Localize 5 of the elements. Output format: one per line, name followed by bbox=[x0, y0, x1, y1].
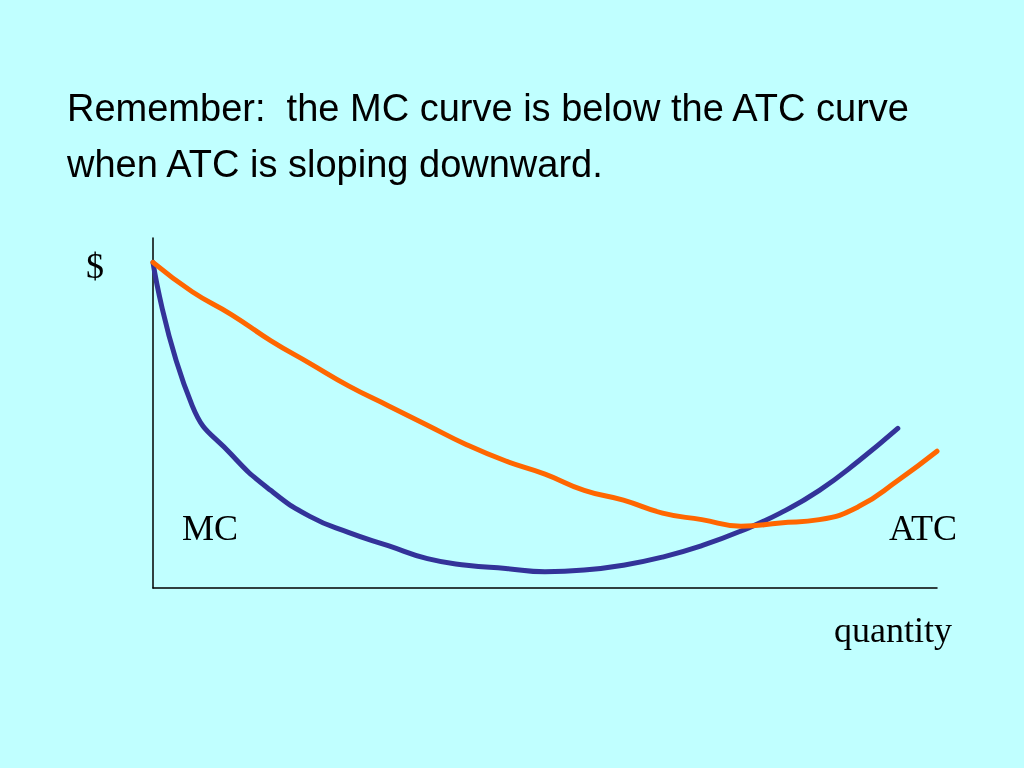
series-label: ATC bbox=[888, 508, 958, 548]
x-axis-title: quantity bbox=[834, 610, 952, 650]
y-axis-title: $ bbox=[86, 246, 104, 286]
chart-title: Remember: the MC curve is below the ATC curve when ATC is sloping downward. bbox=[66, 87, 920, 185]
series-label: MC bbox=[182, 508, 239, 548]
